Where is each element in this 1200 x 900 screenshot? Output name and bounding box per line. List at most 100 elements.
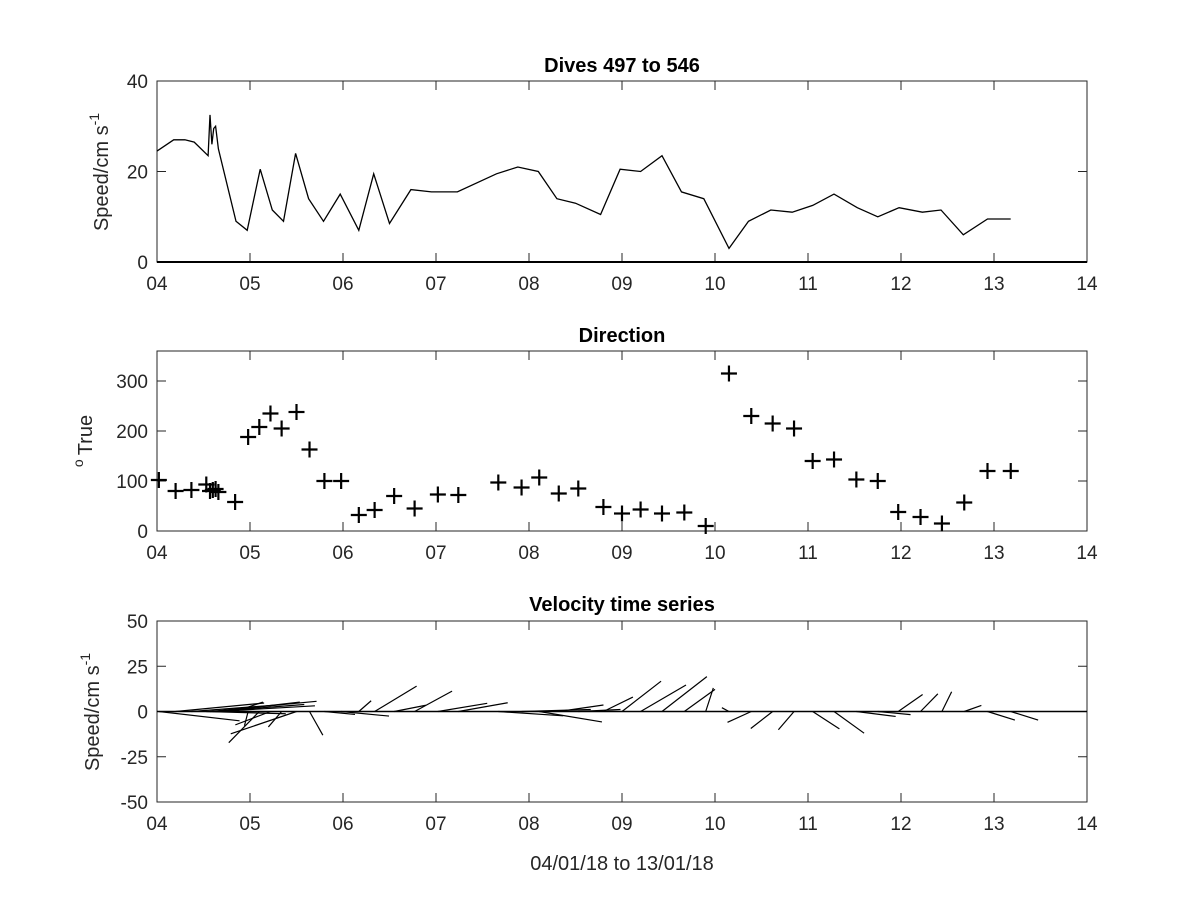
speed-panel-title: Dives 497 to 546 — [544, 55, 700, 77]
direction-marker — [210, 484, 227, 500]
direction-xtick-label: 14 — [1076, 543, 1098, 564]
velocity-stick — [987, 710, 1016, 721]
velocity-xtick-label: 13 — [983, 814, 1004, 835]
velocity-plot-area: 04 05 06 07 08 09 10 11 12 13 14 -50 -25 0 25 50 — [121, 612, 1098, 835]
velocity-stick — [621, 680, 662, 712]
speed-xtick-label: 11 — [798, 274, 818, 295]
direction-ytick-label: 300 — [116, 372, 148, 393]
velocity-stick — [218, 701, 300, 713]
velocity-stick — [856, 710, 896, 718]
velocity-ylabel-superscript: -1 — [77, 653, 93, 666]
velocity-xtick-label: 10 — [704, 814, 725, 835]
velocity-stick — [964, 704, 982, 713]
direction-marker — [653, 505, 670, 522]
velocity-stick — [539, 710, 603, 723]
velocity-xtick-label: 04 — [146, 814, 168, 835]
speed-panel: Dives 497 to 546 04 05 06 07 08 09 10 11 12 13 140… — [86, 55, 1098, 295]
velocity-xtick-label: 14 — [1076, 814, 1098, 835]
figure-xlabel: 04/01/18 to 13/01/18 — [530, 853, 714, 875]
velocity-stick — [1010, 710, 1039, 721]
direction-ytick-label: 0 — [137, 522, 148, 543]
velocity-stick — [897, 694, 923, 712]
direction-marker — [933, 515, 950, 532]
direction-marker — [764, 415, 781, 432]
velocity-ytick-label: -25 — [121, 748, 148, 769]
velocity-ytick-label: -50 — [121, 793, 148, 814]
velocity-stick — [750, 711, 774, 729]
speed-xtick-label: 06 — [332, 274, 353, 295]
direction-marker — [632, 501, 649, 518]
direction-marker — [150, 472, 167, 488]
velocity-stick — [234, 701, 264, 713]
velocity-xtick-label: 05 — [239, 814, 260, 835]
velocity-stick — [877, 710, 911, 716]
direction-marker — [550, 485, 567, 502]
speed-xtick-label: 12 — [890, 274, 911, 295]
speed-ylabel-superscript: -1 — [86, 113, 102, 126]
direction-marker — [316, 473, 333, 489]
direction-xtick-label: 11 — [798, 543, 818, 564]
direction-marker — [570, 480, 587, 497]
speed-series-line — [156, 114, 1011, 250]
direction-marker — [406, 500, 423, 517]
velocity-stick — [358, 700, 372, 712]
direction-marker — [912, 509, 929, 525]
direction-marker — [240, 429, 257, 445]
direction-marker — [262, 405, 279, 422]
speed-ylabel-text: Speed/cm s — [91, 125, 113, 231]
speed-ytick-label: 20 — [127, 163, 148, 184]
direction-marker — [227, 494, 244, 510]
direction-marker — [386, 488, 403, 504]
direction-marker — [826, 451, 843, 468]
direction-marker — [1002, 463, 1019, 479]
direction-marker — [786, 420, 803, 437]
direction-xtick-label: 10 — [704, 543, 725, 564]
velocity-stick — [640, 684, 687, 713]
direction-marker — [167, 483, 184, 499]
direction-ytick-label: 100 — [116, 472, 148, 493]
velocity-ytick-label: 25 — [127, 657, 148, 678]
direction-xtick-label: 13 — [983, 543, 1004, 564]
direction-xtick-label: 08 — [518, 543, 539, 564]
direction-ylabel-text: True — [75, 415, 97, 455]
velocity-stick — [705, 687, 714, 712]
velocity-panel-title: Velocity time series — [529, 594, 715, 616]
velocity-stick — [215, 705, 315, 713]
velocity-stick — [341, 710, 390, 717]
velocity-xtick-label: 07 — [425, 814, 446, 835]
speed-xtick-label: 10 — [704, 274, 725, 295]
velocity-ylabel-text: Speed/cm s — [82, 665, 104, 771]
speed-panel-ylabel: Speed/cm s-1 — [86, 113, 113, 231]
direction-marker — [513, 479, 530, 496]
direction-marker — [979, 463, 996, 479]
velocity-stick — [661, 676, 708, 712]
direction-xtick-label: 09 — [611, 543, 632, 564]
velocity-stick — [683, 688, 716, 712]
direction-marker — [207, 481, 224, 497]
direction-panel-title: Direction — [579, 325, 666, 347]
direction-ylabel-superscript: o — [70, 459, 86, 467]
velocity-stick — [920, 693, 939, 712]
direction-marker — [743, 408, 760, 424]
velocity-stick — [308, 711, 324, 736]
velocity-stick — [394, 704, 426, 713]
velocity-panel-ylabel: Speed/cm s-1 — [77, 653, 104, 771]
direction-marker — [288, 404, 305, 420]
speed-ytick-label: 40 — [127, 72, 148, 93]
velocity-xtick-label: 08 — [518, 814, 539, 835]
velocity-stick — [578, 708, 621, 713]
velocity-stick — [521, 708, 591, 713]
velocity-xtick-label: 12 — [890, 814, 911, 835]
velocity-stick — [558, 704, 604, 713]
velocity-stick — [498, 710, 564, 717]
velocity-xtick-label: 09 — [611, 814, 632, 835]
velocity-stick — [235, 710, 271, 726]
direction-xtick-label: 06 — [332, 543, 353, 564]
velocity-xtick-label: 11 — [798, 814, 818, 835]
velocity-stick — [324, 710, 356, 716]
direction-marker — [804, 453, 821, 469]
velocity-stick — [158, 710, 240, 722]
velocity-stick — [833, 711, 865, 734]
speed-xtick-label: 13 — [983, 274, 1004, 295]
